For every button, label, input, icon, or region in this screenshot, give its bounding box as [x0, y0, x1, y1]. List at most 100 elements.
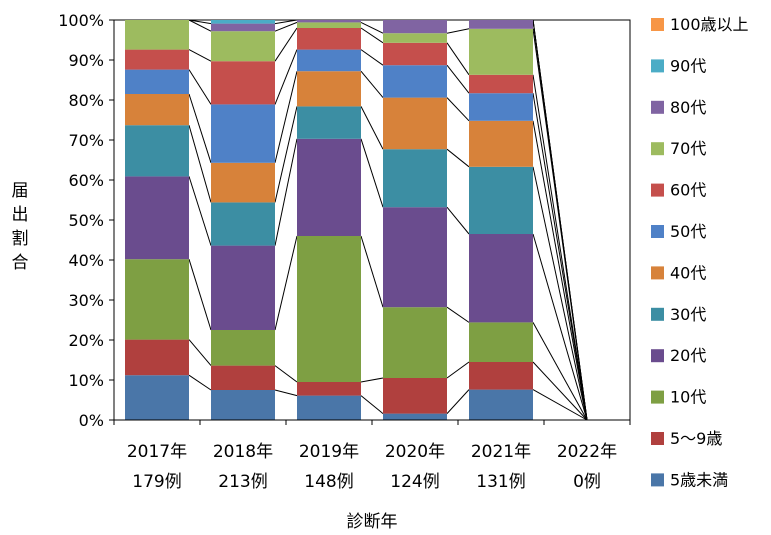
connector-2020年-70代: [446, 28, 470, 34]
bar-2021年-20代: [469, 234, 533, 323]
bar-2017年-5～9歳: [125, 339, 189, 376]
bar-2020年-70代: [383, 33, 447, 43]
connector-2017年-10代: [188, 259, 212, 331]
y-tick-label: 40%: [68, 251, 104, 270]
legend-label-80代: 80代: [670, 98, 706, 117]
bar-2017年-10代: [125, 259, 189, 340]
legend-swatch-40代: [651, 266, 664, 280]
connector-2020年-20代: [446, 206, 470, 235]
connector-2020年-50代: [446, 64, 470, 94]
connector-2020年-60代: [446, 42, 470, 76]
bar-2017年-20代: [125, 176, 189, 260]
bar-2021年-30代: [469, 166, 533, 234]
connector-2018年-40代: [274, 71, 298, 163]
y-axis-ticks: 0% 10% 20% 30% 40% 50% 60% 70% 80% 90% 100%: [58, 11, 114, 430]
x-tick-count-label: 131例: [476, 472, 525, 492]
bar-2018年-70代: [211, 31, 275, 62]
bar-2017年-60代: [125, 49, 189, 70]
x-tick-label: 2018年: [213, 442, 273, 462]
x-tick-count-label: 0例: [573, 472, 601, 492]
connector-2018年-80代: [274, 19, 298, 25]
legend-label-20代: 20代: [670, 346, 706, 365]
connector-2021年-5歳未満: [532, 389, 588, 421]
bar-2018年-5歳未満: [211, 390, 275, 420]
connector-2017年-5～9歳: [188, 339, 212, 366]
bar-2018年-80代: [211, 23, 275, 32]
x-tick-count-label: 124例: [390, 472, 439, 492]
legend-label-100歳以上: 100歳以上: [670, 15, 749, 34]
bar-2021年-80代: [469, 20, 533, 29]
bar-2020年-5～9歳: [383, 378, 447, 414]
bar-2021年-50代: [469, 93, 533, 121]
connector-2021年-10代: [532, 322, 588, 421]
connector-2018年-60代: [274, 27, 298, 62]
connector-2019年-30代: [360, 106, 384, 150]
legend-swatch-100歳以上: [651, 18, 664, 31]
bar-2020年-50代: [383, 65, 447, 98]
connector-2018年-20代: [274, 138, 298, 246]
bar-2017年-5歳未満: [125, 375, 189, 420]
bar-2019年-20代: [297, 138, 361, 236]
connector-2019年-50代: [360, 49, 384, 66]
connector-2019年-5歳未満: [360, 395, 384, 414]
y-axis-title: 届出割合: [12, 181, 29, 273]
connector-2018年-70代: [274, 21, 298, 32]
x-axis-title: 診断年: [347, 512, 398, 532]
legend-label-40代: 40代: [670, 263, 706, 282]
legend-label-30代: 30代: [670, 305, 706, 324]
legend: 100歳以上 90代 80代 70代 60代 50代 40代 30代 20代 10代 5～9歳 5歳未…: [651, 15, 749, 489]
connector-2019年-60代: [360, 27, 384, 44]
legend-swatch-80代: [651, 100, 664, 114]
bar-2019年-80代: [297, 20, 361, 23]
legend-swatch-10代: [651, 390, 664, 404]
y-tick-label: 10%: [68, 371, 104, 390]
bar-2018年-5～9歳: [211, 365, 275, 390]
bar-2021年-10代: [469, 322, 533, 362]
connector-2017年-40代: [188, 93, 212, 163]
bar-2020年-30代: [383, 149, 447, 208]
bar-2019年-5歳未満: [297, 395, 361, 420]
connector-2021年-5～9歳: [532, 361, 588, 421]
connector-2019年-70代: [360, 21, 384, 34]
connector-2017年-70代: [188, 19, 212, 32]
legend-label-60代: 60代: [670, 181, 706, 200]
bar-2019年-5～9歳: [297, 382, 361, 396]
legend-swatch-5歳未満: [651, 473, 664, 487]
plot-border: [113, 19, 631, 421]
bar-2021年-60代: [469, 74, 533, 94]
connector-2017年-50代: [188, 69, 212, 105]
bar-2019年-30代: [297, 106, 361, 139]
bar-2019年-60代: [297, 28, 361, 50]
connector-2021年-30代: [532, 166, 588, 421]
connector-2021年-40代: [532, 120, 588, 421]
bar-2020年-80代: [383, 20, 447, 34]
connector-2018年-10代: [274, 235, 298, 331]
connector-2017年-30代: [188, 125, 212, 203]
connector-2019年-10代: [360, 235, 384, 308]
bar-2021年-40代: [469, 120, 533, 167]
connector-2020年-10代: [446, 306, 470, 323]
bar-2019年-40代: [297, 71, 361, 107]
legend-label-90代: 90代: [670, 56, 706, 75]
x-tick-count-label: 213例: [218, 472, 267, 492]
bar-2019年-50代: [297, 49, 361, 72]
y-tick-label: 80%: [68, 91, 104, 110]
legend-swatch-20代: [651, 349, 664, 363]
connector-2018年-5～9歳: [274, 365, 298, 383]
connector-2018年-5歳未満: [274, 389, 298, 397]
bar-2018年-60代: [211, 61, 275, 105]
y-axis-title-char: 出: [12, 205, 29, 225]
legend-swatch-5～9歳: [651, 432, 664, 445]
bar-2021年-5歳未満: [469, 389, 533, 420]
legend-label-50代: 50代: [670, 222, 706, 241]
bar-2018年-40代: [211, 162, 275, 203]
connector-2020年-5歳未満: [446, 389, 470, 414]
bar-2017年-30代: [125, 125, 189, 177]
series-connector-lines: [188, 19, 588, 421]
bar-2019年-10代: [297, 236, 361, 382]
bar-2020年-10代: [383, 307, 447, 378]
x-tick-count-label: 148例: [304, 472, 353, 492]
legend-swatch-70代: [651, 142, 664, 156]
bar-2020年-40代: [383, 97, 447, 150]
bar-2021年-5～9歳: [469, 362, 533, 390]
